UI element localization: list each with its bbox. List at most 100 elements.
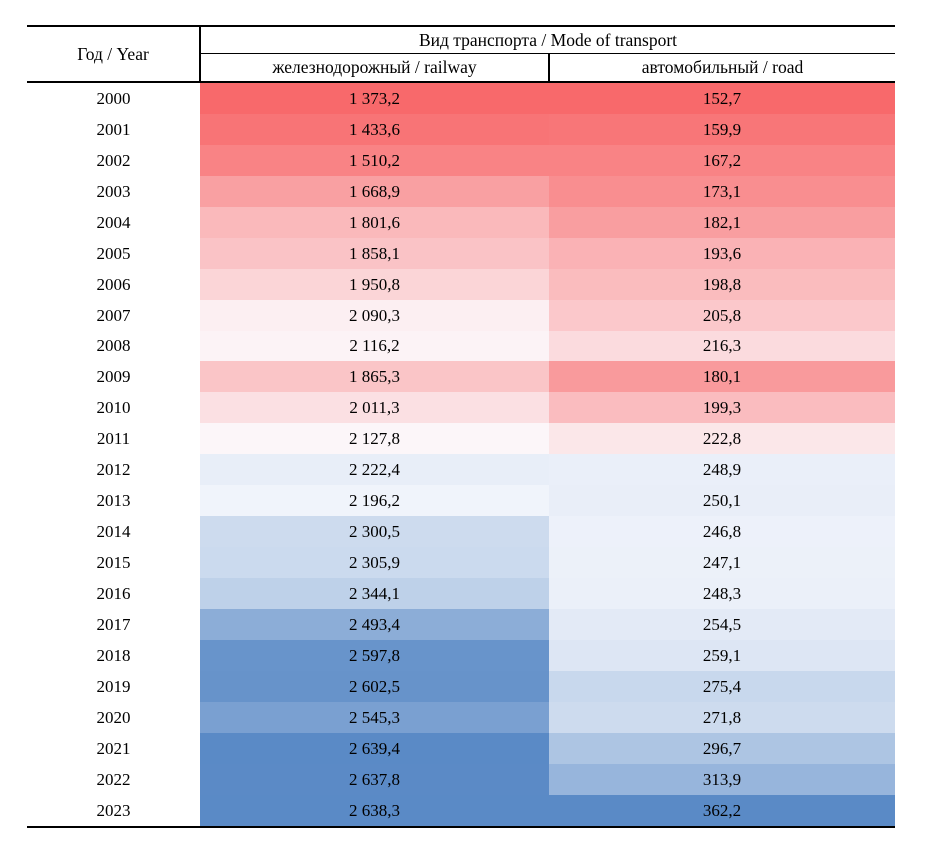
railway-value-cell: 2 127,8 (200, 423, 549, 455)
road-value-cell: 167,2 (549, 144, 896, 176)
year-cell: 2000 (27, 82, 200, 114)
road-column-header: автомобильный / road (549, 53, 896, 83)
year-cell: 2014 (27, 516, 200, 548)
road-value-cell: 152,7 (549, 82, 896, 114)
table-row: 2002 1 510,2 167,2 (27, 144, 896, 176)
road-value-cell: 296,7 (549, 732, 896, 764)
road-value-cell: 247,1 (549, 547, 896, 578)
railway-value-cell: 2 196,2 (200, 485, 549, 517)
railway-value-cell: 2 637,8 (200, 763, 549, 795)
year-column-header: Год / Year (27, 26, 201, 83)
railway-value-cell: 2 344,1 (200, 578, 549, 609)
road-value-cell: 182,1 (549, 206, 896, 238)
table-row: 2004 1 801,6 182,1 (27, 206, 896, 238)
road-value-cell: 250,1 (549, 485, 896, 517)
railway-value-cell: 1 865,3 (200, 361, 549, 393)
railway-value-cell: 2 545,3 (200, 701, 549, 733)
road-value-cell: 313,9 (549, 763, 896, 795)
railway-value-cell: 1 668,9 (200, 175, 549, 207)
table-row: 2019 2 602,5 275,4 (27, 670, 896, 702)
road-value-cell: 271,8 (549, 701, 896, 733)
table-row: 2021 2 639,4 296,7 (27, 732, 896, 764)
year-cell: 2018 (27, 639, 200, 671)
mode-of-transport-group-header: Вид транспорта / Mode of transport (200, 26, 896, 54)
railway-value-cell: 1 858,1 (200, 237, 549, 269)
railway-value-cell: 1 433,6 (200, 113, 549, 145)
year-cell: 2012 (27, 454, 200, 486)
road-value-cell: 248,3 (549, 578, 896, 609)
table-row: 2003 1 668,9 173,1 (27, 175, 896, 207)
year-cell: 2017 (27, 608, 200, 640)
road-value-cell: 205,8 (549, 299, 896, 331)
table-row: 2007 2 090,3 205,8 (27, 299, 896, 331)
year-cell: 2021 (27, 732, 200, 764)
table-row: 2017 2 493,4 254,5 (27, 608, 896, 640)
year-cell: 2009 (27, 361, 200, 393)
year-cell: 2020 (27, 701, 200, 733)
year-cell: 2010 (27, 392, 200, 424)
road-value-cell: 275,4 (549, 670, 896, 702)
table-row: 2016 2 344,1 248,3 (27, 578, 896, 609)
railway-column-header: железнодорожный / railway (200, 53, 550, 83)
year-cell: 2023 (27, 794, 200, 827)
table-row: 2010 2 011,3 199,3 (27, 392, 896, 424)
table-row: 2011 2 127,8 222,8 (27, 423, 896, 455)
year-cell: 2002 (27, 144, 200, 176)
table-row: 2008 2 116,2 216,3 (27, 330, 896, 362)
table-header: Год / Year Вид транспорта / Mode of tran… (27, 26, 896, 83)
table-row: 2013 2 196,2 250,1 (27, 485, 896, 517)
year-cell: 2008 (27, 330, 200, 362)
railway-value-cell: 1 373,2 (200, 82, 549, 114)
year-cell: 2006 (27, 268, 200, 300)
table-row: 2023 2 638,3 362,2 (27, 794, 896, 827)
road-value-cell: 193,6 (549, 237, 896, 269)
road-value-cell: 180,1 (549, 361, 896, 393)
table-row: 2006 1 950,8 198,8 (27, 268, 896, 300)
year-cell: 2011 (27, 423, 200, 455)
year-cell: 2003 (27, 175, 200, 207)
year-cell: 2013 (27, 485, 200, 517)
railway-value-cell: 2 222,4 (200, 454, 549, 486)
railway-value-cell: 2 305,9 (200, 547, 549, 578)
table-row: 2014 2 300,5 246,8 (27, 516, 896, 548)
table-row: 2001 1 433,6 159,9 (27, 113, 896, 145)
table-row: 2015 2 305,9 247,1 (27, 547, 896, 578)
road-value-cell: 246,8 (549, 516, 896, 548)
road-value-cell: 254,5 (549, 608, 896, 640)
road-value-cell: 173,1 (549, 175, 896, 207)
year-cell: 2015 (27, 547, 200, 578)
year-cell: 2016 (27, 578, 200, 609)
year-cell: 2001 (27, 113, 200, 145)
road-value-cell: 159,9 (549, 113, 896, 145)
railway-value-cell: 2 638,3 (200, 794, 549, 827)
table-row: 2000 1 373,2 152,7 (27, 82, 896, 114)
table-row: 2012 2 222,4 248,9 (27, 454, 896, 486)
railway-value-cell: 2 090,3 (200, 299, 549, 331)
road-value-cell: 222,8 (549, 423, 896, 455)
transport-volume-table: Год / Year Вид транспорта / Mode of tran… (27, 25, 896, 828)
railway-value-cell: 2 639,4 (200, 732, 549, 764)
year-cell: 2019 (27, 670, 200, 702)
year-cell: 2004 (27, 206, 200, 238)
railway-value-cell: 1 950,8 (200, 268, 549, 300)
railway-value-cell: 2 116,2 (200, 330, 549, 362)
road-value-cell: 198,8 (549, 268, 896, 300)
road-value-cell: 199,3 (549, 392, 896, 424)
road-value-cell: 248,9 (549, 454, 896, 486)
table-row: 2005 1 858,1 193,6 (27, 237, 896, 269)
road-value-cell: 216,3 (549, 330, 896, 362)
railway-value-cell: 2 300,5 (200, 516, 549, 548)
table-row: 2009 1 865,3 180,1 (27, 361, 896, 393)
road-value-cell: 362,2 (549, 794, 896, 827)
railway-value-cell: 1 801,6 (200, 206, 549, 238)
railway-value-cell: 2 597,8 (200, 639, 549, 671)
railway-value-cell: 2 493,4 (200, 608, 549, 640)
railway-value-cell: 2 602,5 (200, 670, 549, 702)
year-cell: 2005 (27, 237, 200, 269)
road-value-cell: 259,1 (549, 639, 896, 671)
table-body: 2000 1 373,2 152,7 2001 1 433,6 159,9 2002 1 51… (27, 82, 896, 827)
table-row: 2018 2 597,8 259,1 (27, 639, 896, 671)
table-row: 2020 2 545,3 271,8 (27, 701, 896, 733)
year-cell: 2007 (27, 299, 200, 331)
